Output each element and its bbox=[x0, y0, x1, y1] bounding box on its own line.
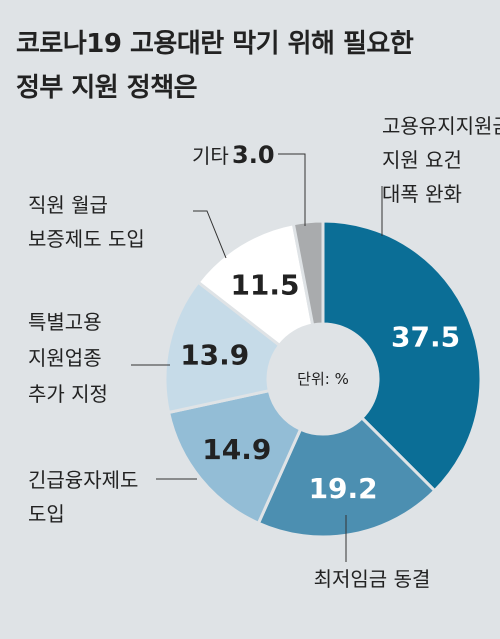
leader-line bbox=[193, 210, 227, 259]
leader-line bbox=[278, 153, 306, 226]
slice-value-label: 11.5 bbox=[230, 268, 299, 301]
donut-slice bbox=[256, 415, 437, 539]
category-label: 긴급융자제도 도입 bbox=[28, 468, 138, 526]
donut-slice bbox=[166, 388, 303, 526]
category-label: 직원 월급 보증제도 도입 bbox=[28, 193, 145, 251]
chart-title: 코로나19 고용대란 막기 위해 필요한 정부 지원 정책은 bbox=[16, 22, 486, 110]
category-label: 고용유지지원금 지원 요건 대폭 완화 bbox=[382, 114, 500, 206]
donut-slice bbox=[321, 219, 483, 493]
slice-value-label: 19.2 bbox=[309, 472, 378, 505]
category-label: 최저임금 동결 bbox=[314, 567, 431, 591]
chart-title-line-1: 코로나19 고용대란 막기 위해 필요한 bbox=[16, 29, 414, 59]
slice-value-label: 13.9 bbox=[180, 338, 249, 371]
slice-value-label: 14.9 bbox=[202, 433, 271, 466]
donut-slice bbox=[291, 219, 325, 327]
category-label: 기타 bbox=[192, 144, 229, 168]
chart-title-line-2: 정부 지원 정책은 bbox=[16, 73, 198, 103]
slice-value-label: 37.5 bbox=[391, 321, 460, 354]
category-label: 특별고용 지원업종 추가 지정 bbox=[28, 310, 108, 406]
unit-label: 단위: % bbox=[297, 370, 349, 388]
donut-slice bbox=[163, 280, 282, 415]
slice-value-label: 3.0 bbox=[232, 141, 275, 169]
